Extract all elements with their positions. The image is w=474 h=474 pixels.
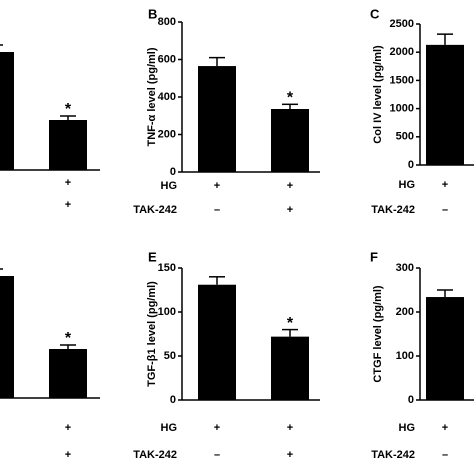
significance: *: [287, 315, 294, 332]
y-tick-label: 1500: [390, 74, 414, 86]
bar: [198, 284, 236, 400]
significance: *: [287, 90, 294, 107]
bar: [49, 120, 87, 170]
condition-sign: +: [65, 177, 71, 189]
y-tick-label: 0: [408, 159, 414, 171]
bar: [198, 66, 236, 172]
bar: [271, 109, 309, 172]
y-tick-label: 300: [396, 262, 414, 274]
y-tick-label: 200: [396, 306, 414, 318]
bar: [271, 336, 309, 400]
row-label: HG: [399, 179, 416, 191]
condition-sign: +: [287, 180, 293, 192]
y-tick-label: 500: [396, 131, 414, 143]
y-tick-label: 400: [158, 91, 176, 103]
condition-sign: –: [214, 449, 220, 461]
panel-letter: E: [148, 249, 157, 264]
row-label: TAK-242: [371, 204, 415, 216]
panel-letter: C: [370, 6, 380, 21]
row-label: HG: [161, 180, 178, 192]
y-axis-label: TGF-β1 level (pg/ml): [146, 281, 158, 387]
condition-sign: –: [442, 449, 448, 461]
y-tick-label: 600: [158, 53, 176, 65]
panel-letter: F: [370, 249, 378, 264]
condition-sign: –: [442, 204, 448, 216]
bar: [426, 297, 464, 400]
row-label: TAK-242: [133, 204, 177, 216]
y-tick-label: 50: [164, 350, 176, 362]
panel-letter: B: [148, 6, 157, 21]
y-tick-label: 0: [170, 166, 176, 178]
condition-sign: +: [65, 422, 71, 434]
y-tick-label: 100: [158, 306, 176, 318]
row-label: TAK-242: [133, 449, 177, 461]
y-axis-label: TNF-α level (pg/ml): [146, 47, 158, 146]
row-label: TAK-242: [371, 449, 415, 461]
condition-sign: +: [442, 179, 448, 191]
bar: [49, 349, 87, 398]
y-tick-label: 0: [170, 394, 176, 406]
y-tick-label: 200: [158, 128, 176, 140]
condition-sign: +: [442, 422, 448, 434]
condition-sign: +: [214, 180, 220, 192]
y-tick-label: 100: [396, 350, 414, 362]
y-tick-label: 150: [158, 262, 176, 274]
significance: *: [65, 330, 72, 347]
significance: *: [65, 101, 72, 118]
y-tick-label: 1000: [390, 103, 414, 115]
row-label: HG: [161, 422, 178, 434]
y-tick-label: 0: [408, 394, 414, 406]
y-tick-label: 800: [158, 16, 176, 28]
bar: [0, 276, 14, 398]
condition-sign: –: [214, 204, 220, 216]
y-axis-label: Col IV level (pg/ml): [372, 45, 384, 144]
condition-sign: +: [287, 422, 293, 434]
condition-sign: +: [65, 199, 71, 211]
row-label: HG: [399, 422, 416, 434]
bar: [426, 44, 464, 166]
y-tick-label: 2000: [390, 46, 414, 58]
condition-sign: +: [287, 449, 293, 461]
y-tick-label: 2500: [390, 18, 414, 30]
condition-sign: +: [65, 449, 71, 461]
condition-sign: +: [287, 204, 293, 216]
condition-sign: +: [214, 422, 220, 434]
bar: [0, 52, 14, 170]
y-axis-label: CTGF level (pg/ml): [372, 285, 384, 383]
